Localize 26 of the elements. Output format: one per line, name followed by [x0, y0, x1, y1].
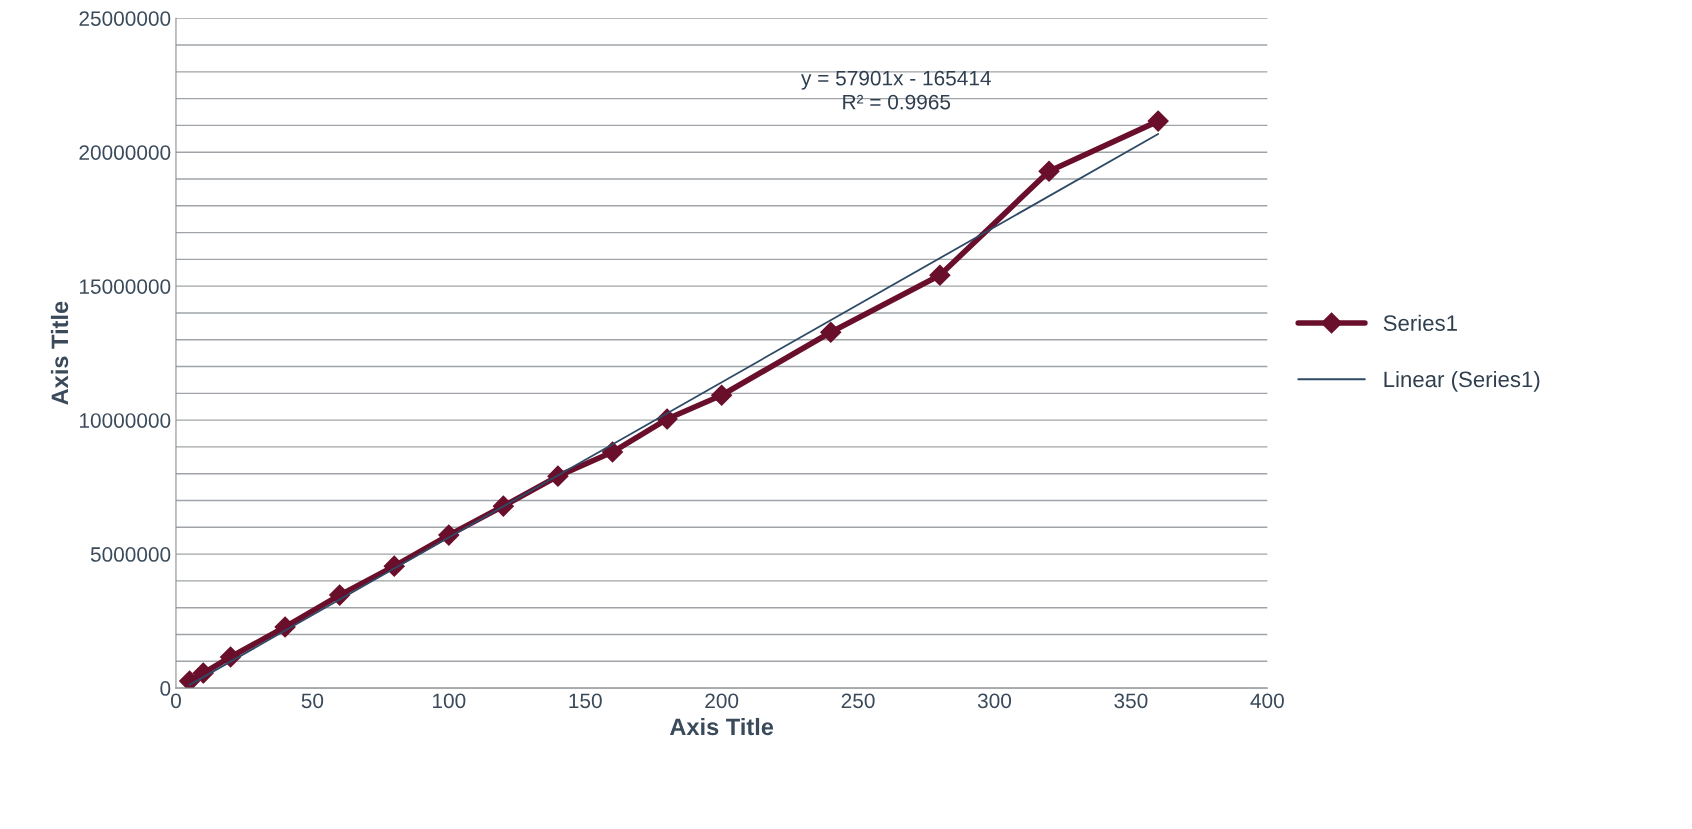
- y-tick-label: 0: [160, 681, 171, 696]
- y-tick-label: 5000000: [90, 547, 171, 562]
- x-tick-label: 150: [569, 693, 602, 709]
- x-tick-label: 350: [1114, 693, 1148, 709]
- y-tick-label: 20000000: [79, 145, 171, 160]
- point: [1038, 160, 1060, 182]
- x-tick-label: 250: [841, 693, 875, 709]
- annotation: y = 57901x - 165414 R² = 0.9965: [801, 70, 991, 110]
- x-tick-label: 50: [301, 693, 324, 709]
- y-axis-title: Axis Title: [50, 301, 69, 405]
- x-tick-label: 300: [977, 693, 1012, 709]
- point: [820, 321, 842, 343]
- point: [929, 264, 951, 286]
- x-tick-label: 100: [433, 693, 466, 709]
- legend-label: Linear (Series1): [1384, 370, 1540, 392]
- x-tick-label: 200: [705, 693, 739, 709]
- point: [1147, 110, 1169, 132]
- legend-label: Series1: [1383, 314, 1457, 331]
- point: [711, 384, 733, 406]
- y-tick-label: 10000000: [80, 413, 171, 428]
- x-tick-label: 0: [170, 693, 181, 709]
- y-tick-label: 15000000: [80, 279, 171, 294]
- x-tick-label: 400: [1250, 693, 1284, 709]
- y-tick-label: 25000000: [79, 11, 171, 26]
- point: [601, 441, 624, 463]
- x-axis-title: Axis Title: [669, 717, 774, 736]
